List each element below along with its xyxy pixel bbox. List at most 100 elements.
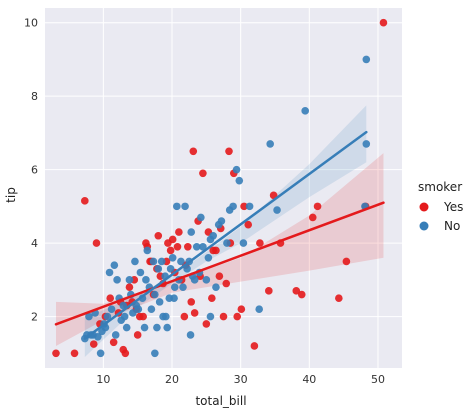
y-tick-label: 8 [31, 90, 38, 103]
point-no [147, 305, 156, 314]
point-no [173, 202, 181, 211]
point-no [166, 265, 175, 273]
point-yes [89, 340, 98, 348]
point-no [154, 265, 163, 273]
point-no [119, 301, 128, 310]
point-yes [250, 342, 259, 350]
point-no [155, 298, 164, 306]
point-yes [256, 239, 264, 247]
point-no [206, 312, 215, 321]
point-no [149, 257, 158, 266]
ci-band-yes [55, 153, 384, 346]
point-yes [166, 246, 175, 255]
point-yes [212, 246, 220, 255]
point-yes [187, 298, 196, 306]
point-yes [92, 239, 101, 247]
point-yes [240, 202, 248, 211]
x-tick-label: 10 [96, 373, 110, 386]
point-no [212, 283, 220, 291]
legend-label-yes: Yes [443, 200, 463, 214]
point-no [120, 312, 129, 321]
point-no [153, 323, 161, 332]
y-axis-label: tip [4, 187, 18, 203]
point-no [235, 176, 244, 185]
point-no [209, 231, 218, 240]
point-no [217, 217, 226, 225]
data-points [52, 18, 388, 358]
point-no [140, 323, 149, 332]
point-no [183, 265, 191, 273]
point-no [105, 268, 114, 277]
point-yes [189, 147, 198, 156]
point-no [192, 242, 201, 251]
point-yes [208, 294, 216, 303]
point-no [204, 253, 213, 262]
point-yes [139, 312, 147, 321]
point-no [229, 202, 237, 211]
point-yes [154, 231, 163, 240]
point-no [151, 349, 159, 358]
legend-title: smoker [418, 180, 462, 194]
point-yes [244, 220, 253, 229]
point-yes [265, 287, 273, 295]
point-no [96, 349, 105, 358]
point-no [163, 323, 172, 332]
y-tick-label: 10 [24, 17, 38, 30]
point-yes [106, 294, 115, 303]
point-no [151, 290, 159, 299]
x-axis-label: total_bill [195, 394, 246, 408]
point-no [202, 276, 211, 284]
point-yes [81, 197, 89, 205]
point-no [111, 331, 120, 339]
point-no [245, 202, 254, 211]
point-yes [175, 228, 183, 236]
point-yes [133, 331, 142, 339]
point-no [181, 202, 189, 211]
point-no [168, 253, 177, 262]
point-no [134, 305, 143, 314]
x-tick-label: 30 [234, 373, 248, 386]
x-tick-label: 50 [371, 373, 385, 386]
point-no [125, 276, 134, 284]
y-tick-labels: 2 4 6 8 10 [24, 17, 38, 324]
point-yes [379, 18, 388, 27]
point-no [255, 305, 263, 314]
point-no [186, 331, 195, 339]
point-no [273, 206, 281, 214]
point-no [170, 294, 178, 303]
y-tick-label: 4 [31, 237, 38, 250]
point-no [362, 55, 371, 64]
point-yes [313, 202, 322, 211]
fit-line-yes [54, 201, 385, 326]
point-no [162, 312, 170, 321]
point-no [223, 239, 231, 247]
point-no [103, 312, 112, 321]
point-no [129, 309, 137, 317]
point-no [157, 257, 166, 266]
point-no [266, 140, 274, 148]
point-yes [215, 272, 224, 280]
regression-lines [54, 130, 385, 340]
point-yes [199, 169, 207, 178]
point-yes [109, 338, 118, 347]
point-yes [190, 309, 199, 317]
point-yes [168, 235, 177, 244]
point-no [239, 239, 248, 247]
point-no [136, 268, 145, 277]
point-yes [222, 279, 231, 288]
point-no [110, 261, 119, 269]
x-tick-labels: 10 20 30 40 50 [96, 373, 385, 386]
point-no [190, 276, 199, 284]
point-no [170, 283, 179, 291]
point-no [131, 257, 139, 266]
x-tick-label: 20 [165, 373, 179, 386]
point-no [142, 276, 150, 284]
legend-marker-yes [419, 202, 429, 212]
point-no [177, 257, 185, 266]
point-no [113, 276, 121, 284]
point-no [232, 165, 241, 174]
point-yes [219, 312, 228, 321]
point-yes [342, 257, 351, 266]
point-no [85, 312, 93, 321]
